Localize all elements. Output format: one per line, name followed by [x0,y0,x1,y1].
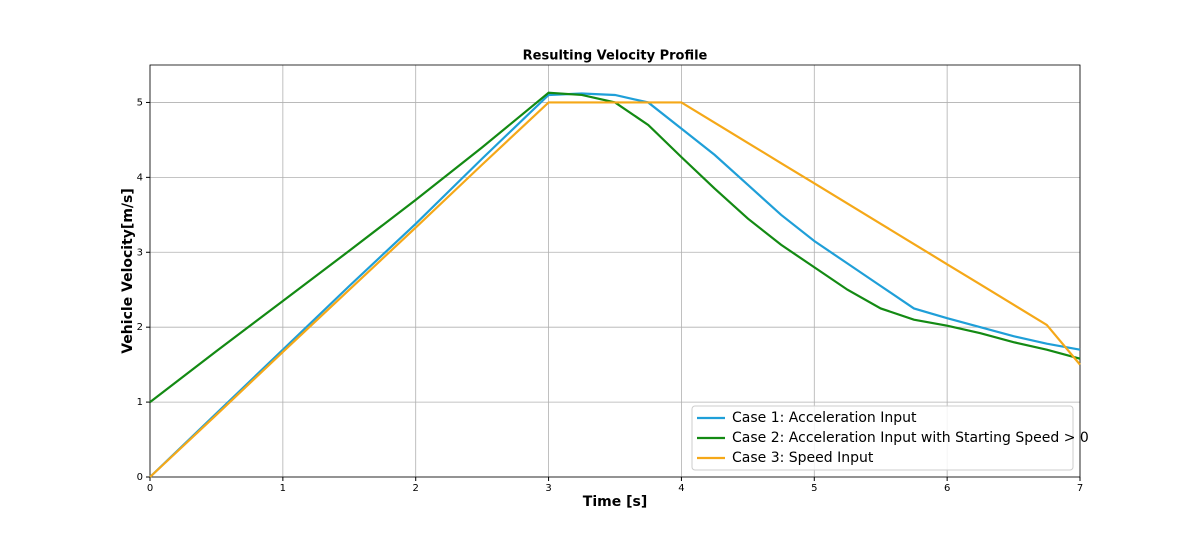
x-tick-label: 2 [413,483,419,494]
y-tick-label: 2 [137,322,143,333]
series-line [149,92,1081,478]
y-tick-label: 3 [137,247,143,258]
x-tick-label: 4 [678,483,684,494]
legend-label: Case 1: Acceleration Input [732,410,917,426]
y-tick-label: 4 [137,172,143,183]
y-tick-label: 0 [137,472,143,483]
x-tick-label: 0 [147,483,153,494]
y-tick-label: 1 [137,397,143,408]
x-axis-label: Time [s] [583,494,647,510]
plot-frame [149,64,1081,478]
x-tick-label: 1 [280,483,286,494]
x-tick-label: 7 [1077,483,1083,494]
series-line [149,91,1081,403]
x-tick-label: 5 [811,483,817,494]
x-tick-label: 6 [944,483,950,494]
chart-title: Resulting Velocity Profile [523,49,708,64]
legend-label: Case 2: Acceleration Input with Starting… [732,430,1089,446]
y-axis-label: Vehicle Velocity[m/s] [120,188,136,354]
y-tick-label: 5 [137,97,143,108]
legend-box [691,405,1074,471]
legend-label: Case 3: Speed Input [732,450,874,466]
series-line [149,101,1081,478]
x-tick-label: 3 [545,483,551,494]
